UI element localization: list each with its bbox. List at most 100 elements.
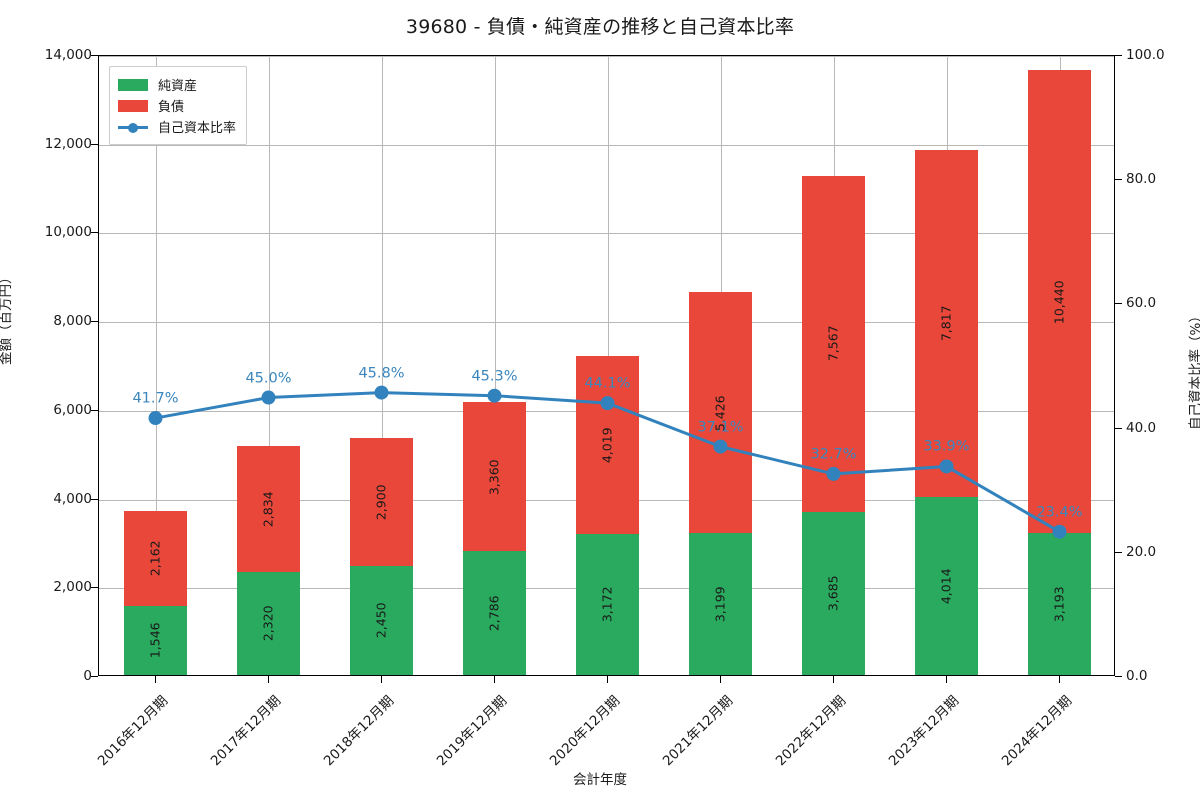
- bar-group[interactable]: 1,546 2,162: [124, 54, 187, 675]
- ratio-data-point[interactable]: [600, 396, 615, 411]
- ratio-value-label: 33.9%: [923, 438, 970, 455]
- bar-segment-debt[interactable]: 4,019: [576, 356, 639, 535]
- legend-line-marker-icon: [118, 121, 148, 133]
- bar-segment-debt[interactable]: 2,162: [124, 510, 187, 607]
- legend-item-label: 自己資本比率: [158, 121, 237, 136]
- chart-title: 39680 - 負債・純資産の推移と自己資本比率: [405, 16, 795, 38]
- y-tick-mark-right: [1115, 676, 1122, 677]
- y-tick-label-left: 8,000: [53, 313, 92, 330]
- y-tick-mark-left: [91, 55, 98, 56]
- bar-group[interactable]: 3,199 5,426: [689, 54, 752, 675]
- bar-group[interactable]: 4,014 7,817: [915, 54, 978, 675]
- x-tick-mark: [719, 676, 721, 683]
- bar-segment-equity[interactable]: 2,786: [463, 551, 526, 675]
- y-tick-mark-left: [91, 409, 98, 411]
- bar-segment-equity[interactable]: 2,320: [237, 572, 300, 675]
- x-tick-mark: [267, 676, 269, 683]
- legend-item[interactable]: 自己資本比率: [118, 116, 236, 137]
- y-tick-mark-right: [1115, 303, 1122, 305]
- ratio-value-label: 23.4%: [1036, 504, 1083, 521]
- x-tick-mark: [945, 676, 947, 683]
- bar-group[interactable]: 3,172 4,019: [576, 54, 639, 675]
- y-tick-mark-right: [1115, 55, 1122, 56]
- ratio-data-point[interactable]: [713, 439, 728, 454]
- legend-item-label: 負債: [158, 100, 185, 115]
- horizontal-gridline: [99, 322, 1114, 324]
- bar-segment-equity[interactable]: 2,450: [350, 566, 413, 675]
- y-tick-mark-left: [91, 321, 98, 323]
- x-tick-mark: [606, 676, 608, 683]
- ratio-value-label: 41.7%: [132, 390, 179, 407]
- vertical-gridline: [382, 56, 383, 675]
- ratio-line-layer: [99, 56, 1114, 675]
- x-tick-mark: [380, 676, 382, 683]
- ratio-data-point[interactable]: [148, 411, 163, 426]
- bar-segment-equity[interactable]: 4,014: [915, 496, 978, 675]
- bar-segment-debt[interactable]: 3,360: [463, 402, 526, 552]
- bar-segment-debt[interactable]: 7,817: [915, 150, 978, 497]
- bar-segment-debt[interactable]: 10,440: [1028, 70, 1091, 534]
- x-tick-mark: [832, 676, 834, 683]
- y-tick-label-left: 4,000: [53, 490, 92, 507]
- ratio-value-label: 44.1%: [584, 375, 631, 392]
- ratio-data-point[interactable]: [939, 459, 954, 474]
- y-tick-label-left: 0: [83, 668, 92, 684]
- bar-segment-debt[interactable]: 2,900: [350, 437, 413, 567]
- ratio-data-point[interactable]: [374, 385, 389, 400]
- bar-group[interactable]: 3,193 10,440: [1028, 54, 1091, 675]
- vertical-gridline: [495, 56, 496, 675]
- y-tick-mark-left: [91, 232, 98, 234]
- y-tick-label-left: 12,000: [44, 135, 92, 152]
- bar-group[interactable]: 2,450 2,900: [350, 54, 413, 675]
- bar-segment-debt[interactable]: 2,834: [237, 446, 300, 573]
- ratio-data-point[interactable]: [487, 388, 502, 403]
- bar-segment-equity[interactable]: 3,172: [576, 534, 639, 675]
- bar-segment-debt[interactable]: 7,567: [802, 175, 865, 512]
- ratio-label-layer: 41.7% 45.0% 45.8% 45.3% 44.1% 37.1% 32.7% 33.9%…: [99, 56, 1114, 675]
- ratio-value-label: 37.1%: [697, 419, 744, 436]
- bar-group[interactable]: 2,786 3,360: [463, 54, 526, 675]
- ratio-line-svg: [148, 385, 1067, 539]
- y-tick-label-left: 6,000: [53, 401, 92, 418]
- bar-segment-equity[interactable]: 3,199: [689, 533, 752, 675]
- y-tick-mark-right: [1115, 179, 1122, 181]
- legend-item[interactable]: 純資産: [118, 74, 236, 95]
- y-tick-mark-right: [1115, 427, 1122, 429]
- legend-item-label: 純資産: [158, 79, 198, 94]
- y-tick-label-left: 10,000: [44, 224, 92, 241]
- horizontal-gridline: [99, 144, 1114, 146]
- chart-legend: 純資産負債自己資本比率: [109, 66, 248, 145]
- vertical-gridline: [269, 56, 270, 675]
- horizontal-gridline: [99, 233, 1114, 235]
- ratio-data-point[interactable]: [826, 466, 841, 481]
- x-tick-mark: [1058, 676, 1060, 683]
- y-tick-label-right: 20.0: [1126, 543, 1157, 560]
- bar-segment-equity[interactable]: 3,685: [802, 511, 865, 675]
- legend-item[interactable]: 負債: [118, 95, 236, 116]
- y-tick-mark-left: [91, 498, 98, 500]
- y-axis-label-right: 自己資本比率（%）: [1188, 309, 1200, 430]
- ratio-data-point[interactable]: [1052, 524, 1067, 539]
- y-tick-label-right: 80.0: [1126, 171, 1157, 188]
- y-tick-label-left: 2,000: [53, 579, 92, 596]
- vertical-gridline: [156, 56, 157, 675]
- bar-segment-equity[interactable]: 3,193: [1028, 533, 1091, 675]
- bar-segment-equity[interactable]: 1,546: [124, 606, 187, 675]
- y-tick-mark-left: [91, 143, 98, 145]
- bar-group[interactable]: 2,320 2,834: [237, 54, 300, 675]
- y-tick-mark-right: [1115, 551, 1122, 553]
- ratio-value-label: 45.0%: [245, 370, 292, 387]
- legend-color-swatch: [118, 99, 148, 112]
- plot-area: 1,546 2,162 2,320 2,834 2,450 2,900 2,786 3,360…: [98, 55, 1115, 676]
- bar-segment-debt[interactable]: 5,426: [689, 292, 752, 534]
- y-tick-label-right: 0.0: [1126, 668, 1148, 684]
- bar-group[interactable]: 3,685 7,567: [802, 54, 865, 675]
- y-tick-label-right: 100.0: [1126, 47, 1165, 63]
- y-tick-mark-left: [91, 587, 98, 589]
- ratio-data-point[interactable]: [261, 390, 276, 405]
- y-tick-mark-left: [91, 676, 98, 677]
- horizontal-gridline: [99, 56, 1114, 57]
- ratio-value-label: 32.7%: [810, 446, 857, 463]
- x-tick-mark: [493, 676, 495, 683]
